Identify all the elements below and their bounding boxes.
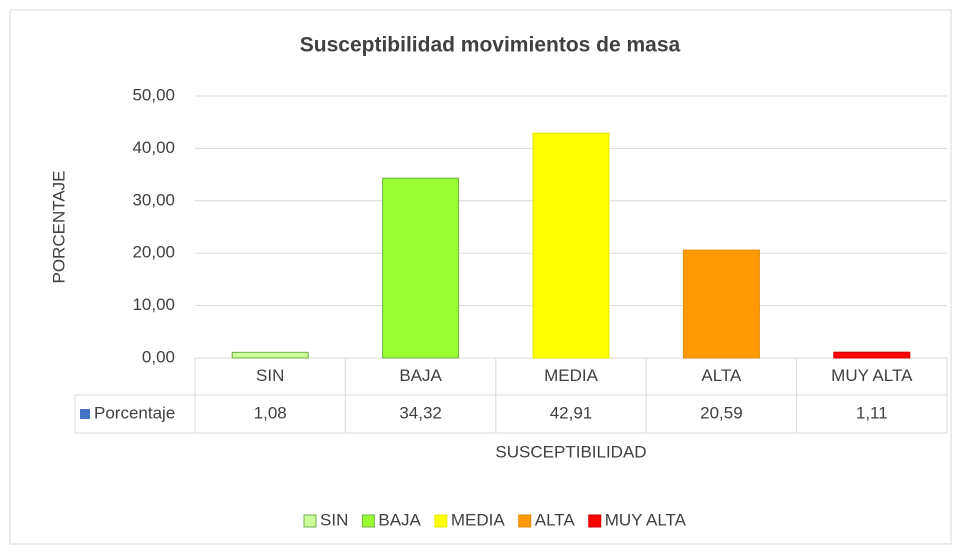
x-tick-label: MUY ALTA [831,366,913,385]
legend-key [80,409,90,419]
legend-label: MUY ALTA [605,510,687,529]
bar [833,351,911,359]
y-tick-label: 40,00 [132,138,175,157]
legend-key [361,514,375,528]
bar [382,177,460,359]
x-tick-label: MEDIA [544,366,599,385]
x-tick-label: SIN [256,366,284,385]
y-tick-label: 0,00 [142,347,175,366]
x-axis-label: SUSCEPTIBILIDAD [495,442,646,461]
y-tick-label: 50,00 [132,85,175,104]
legend-key [588,514,602,528]
legend-label: BAJA [378,510,421,529]
value-label: 1,08 [254,403,287,422]
legend-label: MEDIA [451,510,506,529]
bar [231,351,309,359]
chart-frame [9,9,952,545]
bar [682,249,760,359]
bar [532,132,610,359]
legend-key [303,514,317,528]
x-tick-label: ALTA [701,366,742,385]
legend-label: Porcentaje [94,403,175,422]
y-axis-label: PORCENTAJE [49,170,68,283]
value-label: 20,59 [700,403,743,422]
value-label: 42,91 [550,403,593,422]
y-tick-label: 10,00 [132,295,175,314]
legend-label: ALTA [535,510,576,529]
y-tick-label: 20,00 [132,243,175,262]
value-label: 1,11 [856,403,888,422]
legend-key [518,514,532,528]
chart-title: Susceptibilidad movimientos de masa [300,34,681,57]
legend-label: SIN [320,510,348,529]
legend-key [434,514,448,528]
y-tick-label: 30,00 [132,190,175,209]
value-label: 34,32 [399,403,442,422]
x-tick-label: BAJA [399,366,442,385]
